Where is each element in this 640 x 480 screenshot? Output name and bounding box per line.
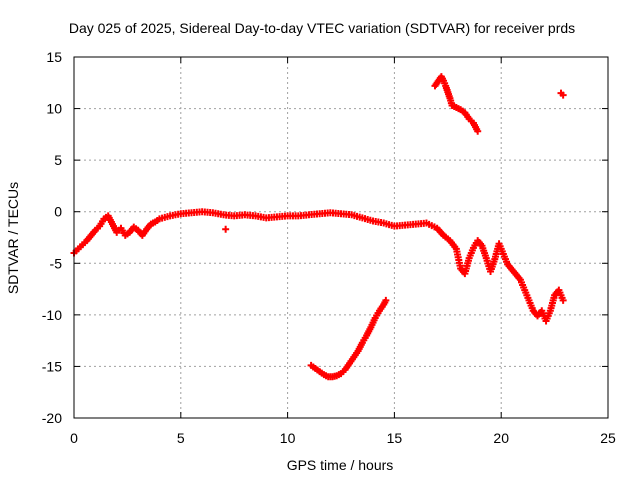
grid-lines — [73, 56, 609, 419]
y-tick-label: 0 — [54, 204, 62, 220]
y-axis-label: SDTVAR / TECUs — [5, 182, 21, 294]
y-tick-label: -5 — [50, 255, 63, 271]
series-group — [431, 73, 482, 135]
series-group — [307, 296, 390, 381]
y-tick-labels: 15 10 5 0 -5 -10 -15 -20 — [42, 49, 62, 426]
data-point-marker — [222, 225, 230, 233]
data-point-marker — [559, 296, 567, 304]
y-tick-label: 10 — [46, 101, 62, 117]
x-tick-label: 0 — [70, 430, 78, 446]
data-point-marker — [559, 91, 567, 99]
x-tick-label: 25 — [600, 430, 616, 446]
data-point-marker — [382, 296, 390, 304]
plot-border — [73, 56, 609, 419]
series-group — [70, 208, 567, 325]
x-axis-label: GPS time / hours — [287, 457, 394, 473]
series-group — [222, 89, 567, 233]
y-tick-label: -15 — [42, 358, 62, 374]
y-tick-label: -20 — [42, 410, 62, 426]
y-tick-label: -10 — [42, 307, 62, 323]
y-tick-label: 5 — [54, 152, 62, 168]
x-tick-label: 20 — [493, 430, 509, 446]
data-series — [70, 73, 567, 381]
x-tick-label: 10 — [280, 430, 296, 446]
chart-title: Day 025 of 2025, Sidereal Day-to-day VTE… — [69, 20, 575, 36]
data-point-marker — [474, 127, 482, 135]
x-tick-label: 5 — [177, 430, 185, 446]
x-tick-labels: 0 5 10 15 20 25 — [70, 430, 616, 446]
x-tick-label: 15 — [387, 430, 403, 446]
y-tick-label: 15 — [46, 49, 62, 65]
